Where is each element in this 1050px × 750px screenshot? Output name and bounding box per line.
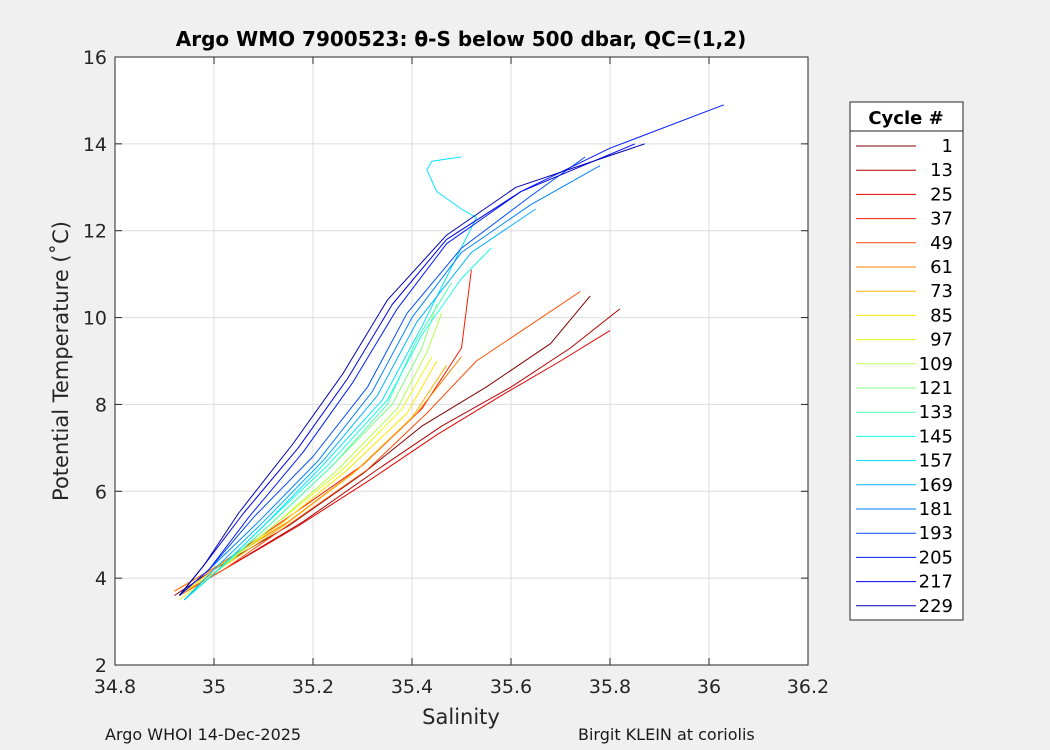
y-tick-label: 16 bbox=[83, 47, 107, 69]
series-line-cycle-85 bbox=[179, 360, 438, 596]
series-line-cycle-25 bbox=[179, 330, 611, 596]
series-line-cycle-217 bbox=[179, 143, 635, 596]
y-tick-label: 12 bbox=[83, 221, 107, 243]
x-tick-label: 34.8 bbox=[94, 676, 136, 698]
legend: Cycle # 1 13 25 37 49 61 73 85 97 109 121 133 145 157… bbox=[849, 101, 964, 621]
legend-label: 157 bbox=[919, 451, 953, 472]
legend-label: 13 bbox=[930, 160, 953, 181]
series-line-cycle-229 bbox=[179, 143, 645, 596]
legend-label: 49 bbox=[930, 233, 953, 254]
y-tick-label: 6 bbox=[95, 481, 107, 503]
x-tick-label: 36 bbox=[697, 676, 721, 698]
series-line-cycle-157 bbox=[183, 156, 477, 601]
legend-entries: 1 13 25 37 49 61 73 85 97 109 121 133 145 157 169 181 19… bbox=[856, 136, 953, 617]
x-tick-label: 35.2 bbox=[292, 676, 334, 698]
series-line-cycle-97 bbox=[179, 356, 433, 601]
legend-title: Cycle # bbox=[868, 108, 943, 129]
legend-label: 1 bbox=[942, 136, 953, 157]
legend-label: 121 bbox=[919, 378, 953, 399]
series-line-cycle-193 bbox=[179, 156, 586, 596]
series-line-cycle-169 bbox=[183, 208, 536, 601]
x-axis-label: Salinity bbox=[422, 705, 500, 729]
series-line-cycle-73 bbox=[179, 365, 448, 596]
legend-label: 85 bbox=[930, 305, 953, 326]
legend-label: 181 bbox=[919, 499, 953, 520]
plot-area bbox=[115, 57, 808, 665]
series-line-cycle-49 bbox=[179, 291, 581, 596]
y-axis-label: Potential Temperature (˚C) bbox=[49, 221, 73, 501]
legend-label: 37 bbox=[930, 209, 953, 230]
y-tick-label: 8 bbox=[95, 394, 107, 416]
x-tick-label: 35 bbox=[202, 676, 226, 698]
y-tick-label: 10 bbox=[83, 308, 107, 330]
legend-label: 97 bbox=[930, 330, 953, 351]
legend-label: 61 bbox=[930, 257, 953, 278]
series-line-cycle-205 bbox=[179, 104, 724, 596]
legend-label: 217 bbox=[919, 572, 953, 593]
legend-label: 229 bbox=[919, 596, 953, 617]
chart-title: Argo WMO 7900523: θ-S below 500 dbar, QC… bbox=[176, 27, 746, 51]
legend-label: 133 bbox=[919, 402, 953, 423]
legend-label: 25 bbox=[930, 184, 953, 205]
legend-label: 205 bbox=[919, 547, 953, 568]
series-group bbox=[174, 104, 724, 601]
legend-label: 145 bbox=[919, 426, 953, 447]
y-tick-label: 4 bbox=[95, 568, 107, 590]
series-line-cycle-181 bbox=[179, 165, 601, 596]
legend-label: 169 bbox=[919, 475, 953, 496]
ticks: 34.8 35 35.2 35.4 35.6 35.8 36 36.2 2 4 6 8 10 12 14 16 bbox=[83, 47, 829, 698]
footer-right-text: Birgit KLEIN at coriolis bbox=[578, 725, 755, 744]
plot-frame bbox=[114, 56, 809, 666]
legend-label: 193 bbox=[919, 523, 953, 544]
x-tick-label: 35.8 bbox=[589, 676, 631, 698]
x-tick-label: 35.4 bbox=[391, 676, 433, 698]
y-tick-label: 14 bbox=[83, 134, 107, 156]
legend-label: 73 bbox=[930, 281, 953, 302]
y-tick-label: 2 bbox=[95, 655, 107, 677]
x-tick-label: 36.2 bbox=[787, 676, 829, 698]
grid bbox=[114, 56, 809, 666]
legend-label: 109 bbox=[919, 354, 953, 375]
footer-left-text: Argo WHOI 14-Dec-2025 bbox=[105, 725, 302, 744]
x-tick-label: 35.6 bbox=[490, 676, 532, 698]
